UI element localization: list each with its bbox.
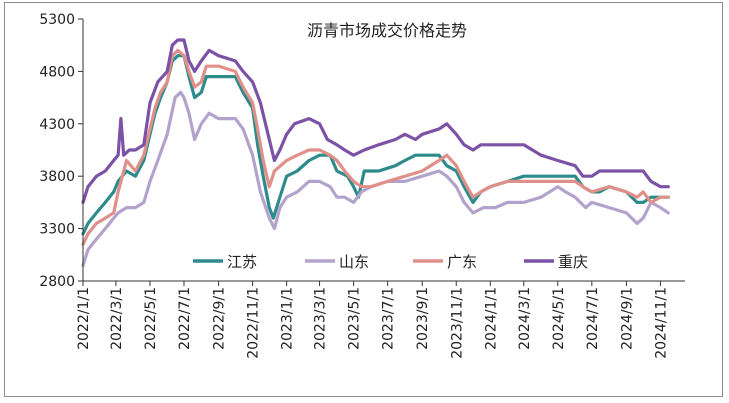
x-tick-label: 2022/5/1 — [143, 287, 159, 350]
axis-layer: 2800 3300 3800 4300 4800 5300 2022/1/1 2022/3/1… — [39, 12, 685, 359]
series-layer — [81, 38, 670, 267]
x-tick-label: 2023/11/1 — [449, 287, 465, 359]
legend-label-3: 重庆 — [558, 253, 588, 271]
legend: 江苏 山东 广东 重庆 — [193, 253, 588, 271]
x-tick-label: 2022/11/1 — [246, 287, 262, 359]
x-tick-label: 2024/9/1 — [619, 287, 635, 350]
series-line-1 — [81, 90, 670, 267]
y-tick-label: 3300 — [39, 222, 75, 238]
x-tick-label: 2024/11/1 — [653, 287, 669, 359]
x-tick-label: 2024/1/1 — [483, 287, 499, 350]
x-tick-label: 2024/7/1 — [585, 287, 601, 350]
y-tick-label: 3800 — [39, 169, 75, 185]
x-tick-label: 2022/3/1 — [109, 287, 125, 350]
legend-label-1: 山东 — [339, 253, 369, 271]
legend-label-2: 广东 — [447, 253, 477, 271]
y-tick-label: 4800 — [39, 64, 75, 80]
x-tick-label: 2024/5/1 — [551, 287, 567, 350]
x-tick-label: 2022/1/1 — [76, 287, 92, 350]
x-tick-label: 2023/9/1 — [415, 287, 431, 350]
x-tick-label: 2023/5/1 — [347, 287, 363, 350]
x-tick-label: 2023/1/1 — [280, 287, 296, 350]
chart-frame: 沥青市场成交价格走势 2800 3300 3800 4300 4800 5300 2022/… — [4, 2, 723, 397]
y-tick-label: 4300 — [39, 117, 75, 133]
line-chart: 沥青市场成交价格走势 2800 3300 3800 4300 4800 5300 2022/… — [39, 12, 685, 359]
y-tick-label: 2800 — [39, 274, 75, 290]
x-tick-label: 2024/3/1 — [517, 287, 533, 350]
chart-title: 沥青市场成交价格走势 — [307, 21, 467, 40]
legend-label-0: 江苏 — [227, 253, 257, 271]
series-line-3 — [81, 38, 670, 204]
series-line-0 — [81, 54, 670, 236]
x-tick-label: 2023/3/1 — [313, 287, 329, 350]
x-tick-label: 2022/9/1 — [212, 287, 228, 350]
series-line-2 — [81, 48, 670, 246]
y-tick-label: 5300 — [39, 12, 75, 28]
x-tick-label: 2023/7/1 — [381, 287, 397, 350]
x-tick-label: 2022/7/1 — [177, 287, 193, 350]
